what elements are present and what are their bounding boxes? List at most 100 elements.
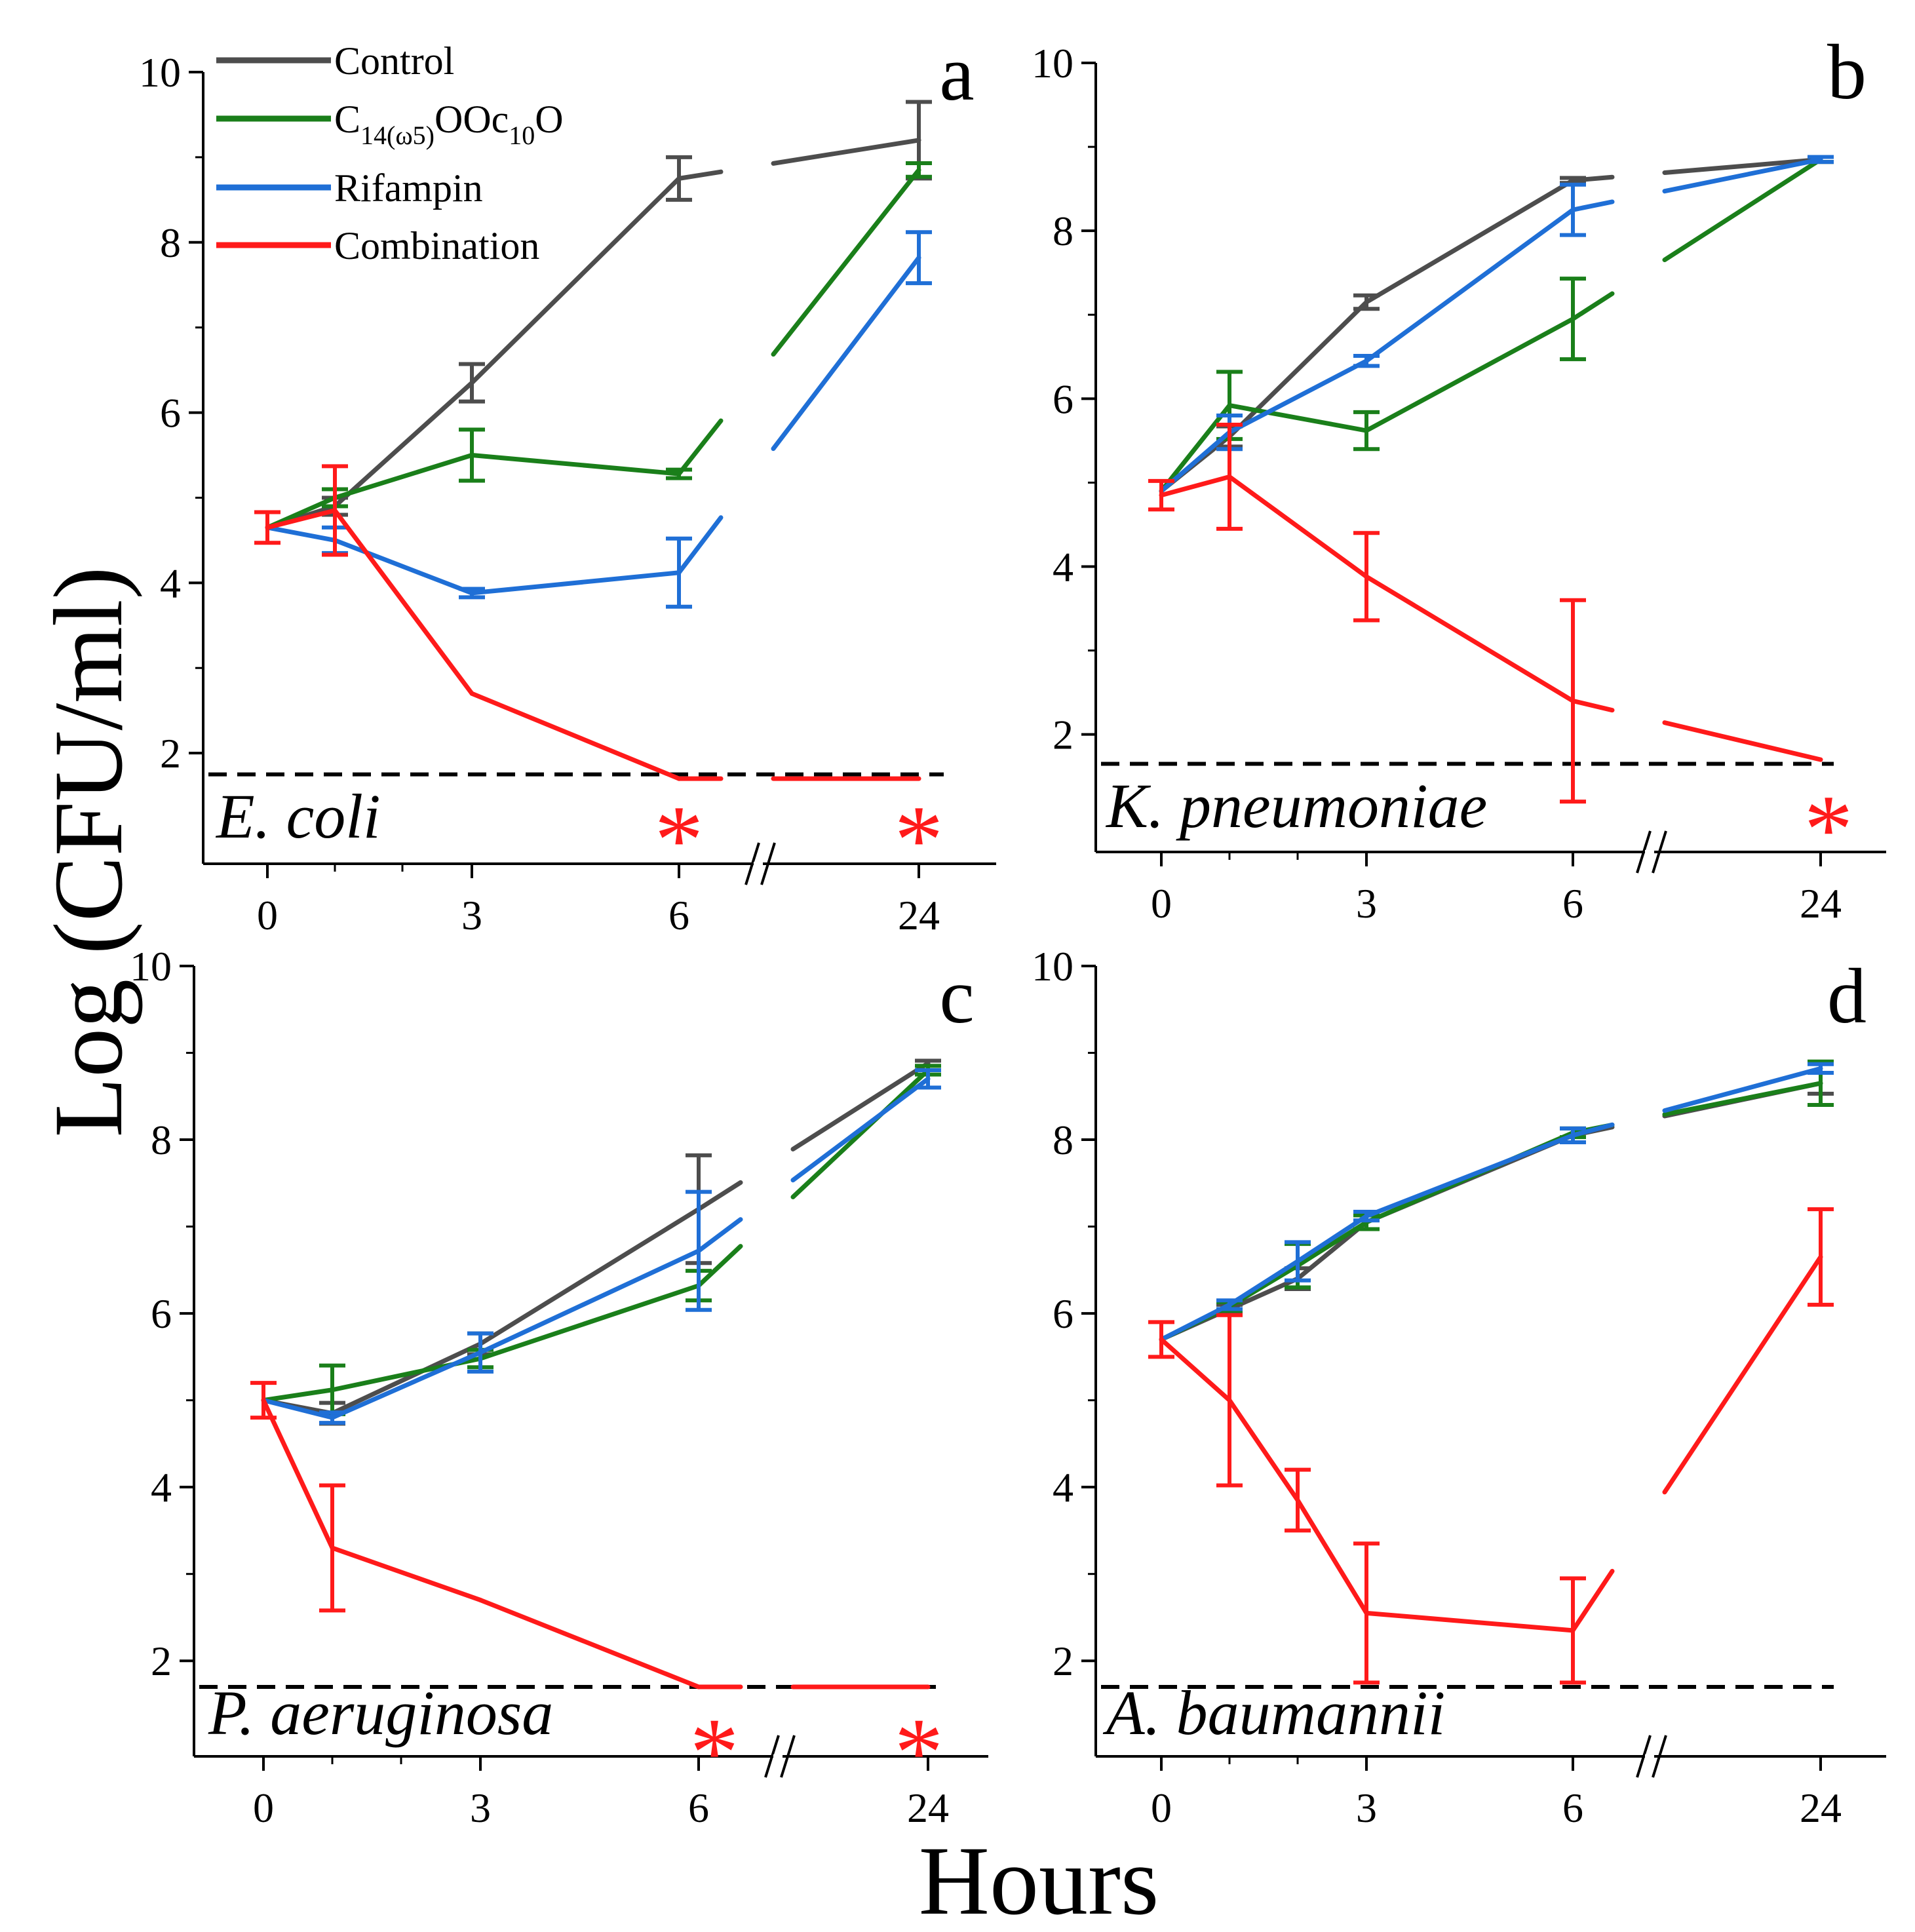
- y-tick-label: 6: [1053, 376, 1074, 422]
- x-tick-label: 0: [257, 892, 278, 938]
- legend: Control C14(ω5)OOc10O Rifampin Combinati…: [216, 39, 564, 267]
- series-line-segment: [469, 570, 682, 596]
- series-line-segment: [1662, 157, 1823, 194]
- series-line-segment: [1364, 1610, 1576, 1633]
- series-line-segment: [771, 138, 921, 166]
- y-tick-label: 4: [1053, 544, 1074, 590]
- legend-label-combination: Combination: [334, 224, 539, 267]
- legend-label-rifampin: Rifampin: [334, 166, 483, 210]
- series-line-segment: [469, 176, 682, 385]
- series-line-segment: [469, 691, 682, 781]
- series-line-segment: [1570, 1568, 1615, 1633]
- y-tick-label: 2: [160, 730, 181, 777]
- series-line-segment: [1295, 1497, 1369, 1615]
- y-tick-label: 8: [151, 1117, 172, 1163]
- axis-break-gap: [1645, 1754, 1654, 1758]
- series-line-segment: [261, 1398, 335, 1420]
- y-tick-label: 8: [160, 220, 181, 266]
- series-line-segment: [1570, 291, 1615, 322]
- series-line-segment: [790, 1060, 931, 1151]
- series-line-segment: [469, 453, 682, 476]
- y-tick-label: 4: [1053, 1464, 1074, 1511]
- x-tick-label: 6: [668, 892, 689, 938]
- series-combination: [250, 1381, 931, 1690]
- series-line-segment: [330, 1350, 483, 1420]
- series-combination: [1148, 1207, 1834, 1685]
- x-tick-label: 3: [1356, 880, 1377, 927]
- y-tick-label: 2: [151, 1638, 172, 1684]
- legend-label-lipid-sub1: 14(ω5): [360, 121, 435, 150]
- y-tick-label: 2: [1053, 712, 1074, 758]
- series-line-segment: [1662, 1066, 1823, 1113]
- legend-label-lipid: C14(ω5)OOc10O: [334, 98, 564, 150]
- series-line-segment: [478, 1283, 701, 1361]
- legend-label-lipid-end: O: [535, 98, 563, 141]
- series-line-segment: [332, 380, 474, 509]
- series-line-segment: [1159, 1337, 1232, 1403]
- series-line-segment: [676, 418, 724, 476]
- series-line-segment: [1227, 474, 1369, 579]
- axis-break-gap: [1645, 850, 1654, 854]
- series-line-segment: [696, 1244, 743, 1288]
- series-line-segment: [1227, 358, 1369, 435]
- y-tick-label: 8: [1053, 1117, 1074, 1163]
- series-line-segment: [1227, 1259, 1300, 1307]
- series-line-segment: [478, 1248, 701, 1355]
- significance-asterisk: *: [895, 786, 944, 895]
- series-line-segment: [1570, 1122, 1615, 1138]
- series-line-segment: [790, 1076, 931, 1183]
- series-line-segment: [1662, 1254, 1823, 1495]
- axis-break-mark: [764, 1735, 780, 1778]
- series-line-segment: [1364, 207, 1576, 364]
- series-combination: [1148, 423, 1823, 804]
- series-line-segment: [330, 1545, 483, 1602]
- series-line-segment: [332, 537, 474, 596]
- axis-break-gap: [754, 862, 763, 866]
- series-line-segment: [771, 255, 921, 452]
- significance-asterisk: *: [690, 1698, 739, 1807]
- series-line-segment: [1364, 1132, 1576, 1219]
- x-tick-label: 3: [461, 892, 482, 938]
- x-tick-label: 24: [1800, 880, 1842, 927]
- series-line-segment: [771, 167, 921, 357]
- x-tick-label: 6: [1562, 880, 1583, 927]
- x-axis-label: Hours: [919, 1826, 1159, 1932]
- series-line-segment: [261, 1387, 335, 1403]
- series-line-segment: [261, 1398, 335, 1551]
- x-tick-label: 3: [470, 1785, 491, 1831]
- y-tick-label: 4: [160, 560, 181, 606]
- x-tick-label: 24: [898, 892, 940, 938]
- y-tick-label: 10: [139, 49, 181, 96]
- panel-letter: d: [1827, 952, 1867, 1039]
- axis-break-mark: [780, 1735, 796, 1778]
- panel-letter: b: [1827, 28, 1867, 115]
- series-line-segment: [330, 1341, 483, 1416]
- series-line-segment: [1662, 1081, 1823, 1117]
- y-tick-label: 8: [1053, 208, 1074, 254]
- series-line-segment: [1227, 1398, 1300, 1503]
- series-line-segment: [332, 508, 474, 696]
- series-line-segment: [332, 453, 474, 500]
- series-rifampin: [265, 230, 932, 609]
- series-line-segment: [676, 169, 724, 181]
- series-line-segment: [1227, 403, 1369, 433]
- series-c14-5-ooc10o: [261, 1064, 941, 1416]
- y-tick-label: 10: [1032, 943, 1074, 990]
- axis-break-mark: [1652, 830, 1667, 874]
- y-tick-label: 6: [1053, 1290, 1074, 1337]
- x-tick-label: 0: [253, 1785, 274, 1831]
- legend-label-lipid-base: C: [334, 98, 360, 141]
- series-line-segment: [1227, 299, 1369, 439]
- significance-asterisk: *: [655, 786, 704, 895]
- organism-label: K. pneumoniae: [1105, 771, 1487, 841]
- x-tick-label: 24: [907, 1785, 949, 1831]
- series-line-segment: [1570, 199, 1615, 212]
- series-line-segment: [478, 1207, 701, 1346]
- x-tick-label: 6: [1562, 1785, 1583, 1831]
- panel-letter: c: [939, 952, 974, 1039]
- series-line-segment: [1662, 720, 1823, 762]
